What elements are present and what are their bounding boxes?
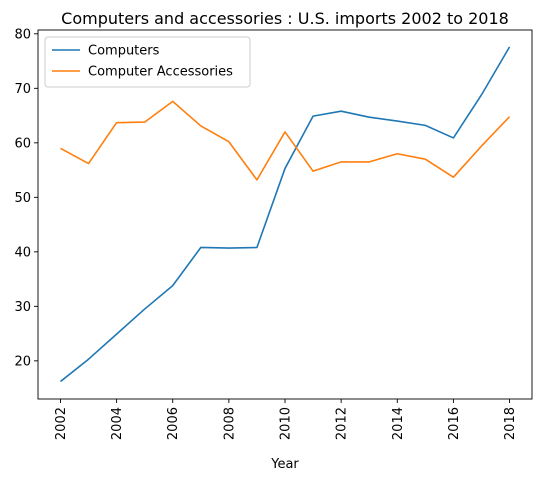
chart-title: Computers and accessories : U.S. imports… xyxy=(61,9,509,28)
y-tick-label: 60 xyxy=(14,136,31,151)
x-tick-label: 2012 xyxy=(335,407,350,440)
y-tick-label: 50 xyxy=(14,191,31,206)
x-tick-label: 2016 xyxy=(447,407,462,440)
y-tick-label: 30 xyxy=(14,300,31,315)
x-tick-label: 2010 xyxy=(279,407,294,440)
series-line-1 xyxy=(59,46,511,383)
x-axis-label: Year xyxy=(270,457,299,472)
x-tick-label: 2008 xyxy=(222,407,237,440)
x-axis: 2002 2004 2006 2008 2010 2012 2014 2016 2018 xyxy=(54,399,518,440)
x-tick-label: 2018 xyxy=(503,407,518,440)
x-tick-label: 2004 xyxy=(110,407,125,440)
y-tick-label: 80 xyxy=(14,27,31,42)
legend-label: Computer Accessories xyxy=(88,65,233,80)
x-tick-label: 2014 xyxy=(391,407,406,440)
x-tick-label: 2002 xyxy=(54,407,69,440)
y-axis: 20 30 40 50 60 70 80 xyxy=(14,27,38,369)
y-tick-label: 70 xyxy=(14,82,31,97)
series-line-2 xyxy=(60,100,511,181)
x-tick-label: 2006 xyxy=(166,407,181,440)
legend: Computers Computer Accessories xyxy=(44,36,251,88)
plot-content xyxy=(59,46,511,383)
legend-box xyxy=(44,36,251,88)
legend-label: Computers xyxy=(88,44,160,59)
y-tick-label: 20 xyxy=(14,354,31,369)
y-tick-label: 40 xyxy=(14,245,31,260)
